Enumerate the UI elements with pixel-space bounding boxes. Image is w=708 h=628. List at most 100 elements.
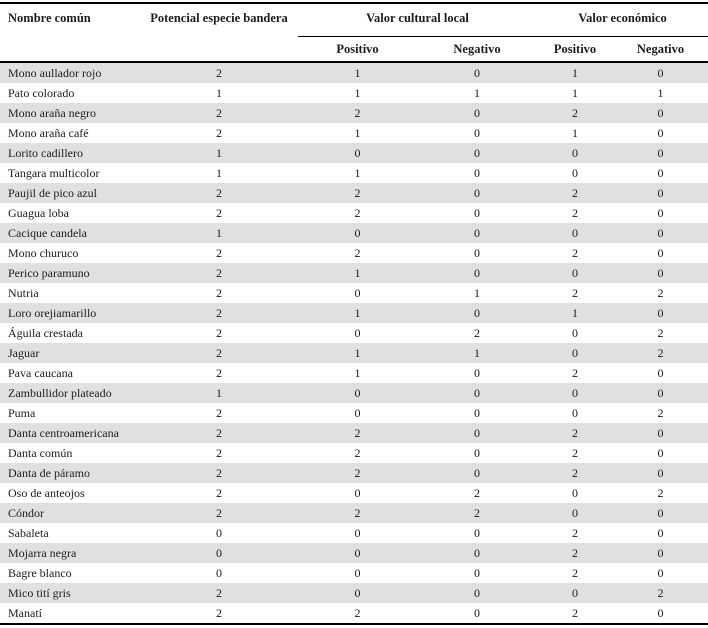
cell-cultural-positive: 0 — [354, 225, 361, 240]
cell-cultural-positive: 0 — [354, 285, 361, 300]
table-row: Cóndor 2 2 2 0 0 — [0, 503, 708, 523]
cell-economic-negative: 0 — [657, 125, 664, 140]
cell-cultural-negative: 0 — [474, 65, 480, 80]
cell-economic-positive: 2 — [572, 365, 578, 380]
cell-common-name: Danta centroamericana — [8, 425, 119, 440]
cell-economic-positive: 0 — [572, 485, 578, 500]
cell-economic-positive: 2 — [572, 465, 578, 480]
cell-common-name: Manatí — [8, 605, 42, 620]
cell-common-name: Danta común — [8, 445, 73, 460]
table-row: Danta común 2 2 0 2 0 — [0, 443, 708, 463]
cell-cultural-negative: 0 — [474, 205, 480, 220]
cell-flagship-potential: 2 — [216, 105, 222, 120]
cell-cultural-negative: 0 — [474, 465, 480, 480]
cell-cultural-positive: 2 — [354, 105, 361, 120]
cell-common-name: Mono churuco — [8, 245, 79, 260]
cell-common-name: Puma — [8, 405, 36, 420]
cell-economic-positive: 0 — [572, 325, 578, 340]
table-body: Mono aullador rojo 2 1 0 1 0 Pato colorado 1 1 1 1… — [0, 62, 708, 624]
cell-common-name: Paujil de pico azul — [8, 185, 97, 200]
cell-cultural-negative: 0 — [474, 105, 480, 120]
cell-economic-positive: 2 — [572, 245, 578, 260]
cell-flagship-potential: 1 — [216, 165, 222, 180]
cell-cultural-positive: 2 — [354, 505, 361, 520]
table-row: Mono araña café 2 1 0 1 0 — [0, 123, 708, 143]
cell-economic-positive: 2 — [572, 545, 578, 560]
cell-economic-negative: 0 — [657, 105, 664, 120]
table-row: Pato colorado 1 1 1 1 1 — [0, 83, 708, 103]
cell-cultural-positive: 1 — [354, 345, 361, 360]
cell-cultural-negative: 0 — [474, 385, 480, 400]
cell-flagship-potential: 2 — [216, 205, 222, 220]
cell-cultural-negative: 0 — [474, 605, 480, 620]
cell-flagship-potential: 0 — [216, 545, 222, 560]
cell-cultural-negative: 0 — [474, 145, 480, 160]
cell-economic-negative: 0 — [657, 65, 664, 80]
cell-cultural-positive: 1 — [354, 65, 361, 80]
cell-cultural-negative: 0 — [474, 185, 480, 200]
cell-cultural-positive: 1 — [354, 165, 361, 180]
cell-cultural-positive: 1 — [354, 265, 361, 280]
cell-common-name: Perico paramuno — [8, 265, 90, 280]
cell-flagship-potential: 0 — [216, 565, 222, 580]
cell-economic-positive: 2 — [572, 425, 578, 440]
table-row: Danta centroamericana 2 2 0 2 0 — [0, 423, 708, 443]
cell-cultural-negative: 1 — [474, 85, 480, 100]
cell-economic-negative: 0 — [657, 545, 664, 560]
cell-common-name: Zambullidor plateado — [8, 385, 112, 400]
cell-flagship-potential: 1 — [216, 225, 222, 240]
table-row: Nutria 2 0 1 2 2 — [0, 283, 708, 303]
cell-cultural-negative: 0 — [474, 565, 480, 580]
cell-cultural-negative: 0 — [474, 265, 480, 280]
cell-economic-negative: 0 — [657, 245, 664, 260]
cell-economic-negative: 0 — [657, 505, 664, 520]
col-header-cultural-positive: Positivo — [298, 36, 417, 63]
cell-economic-negative: 0 — [657, 465, 664, 480]
table-row: Paujil de pico azul 2 2 0 2 0 — [0, 183, 708, 203]
cell-economic-negative: 0 — [657, 145, 664, 160]
cell-economic-negative: 2 — [657, 345, 664, 360]
cell-cultural-negative: 0 — [474, 125, 480, 140]
cell-economic-negative: 2 — [657, 285, 664, 300]
cell-cultural-positive: 1 — [354, 85, 361, 100]
cell-economic-negative: 0 — [657, 445, 664, 460]
cell-economic-negative: 0 — [657, 425, 664, 440]
cell-economic-negative: 0 — [657, 365, 664, 380]
cell-cultural-negative: 0 — [474, 545, 480, 560]
cell-economic-positive: 0 — [572, 405, 578, 420]
header-row-groups: Nombre común Potencial especie bandera V… — [0, 3, 708, 63]
table-row: Mono churuco 2 2 0 2 0 — [0, 243, 708, 263]
cell-common-name: Mono aullador rojo — [8, 65, 102, 80]
cell-cultural-negative: 0 — [474, 585, 480, 600]
cell-cultural-negative: 2 — [474, 485, 480, 500]
table-row: Perico paramuno 2 1 0 0 0 — [0, 263, 708, 283]
cell-economic-negative: 0 — [657, 205, 664, 220]
cell-common-name: Bagre blanco — [8, 565, 72, 580]
cell-economic-negative: 0 — [657, 165, 664, 180]
cell-common-name: Pato colorado — [8, 85, 75, 100]
cell-economic-positive: 0 — [572, 145, 578, 160]
cell-flagship-potential: 2 — [216, 305, 222, 320]
cell-flagship-potential: 0 — [216, 525, 222, 540]
col-header-economic-positive: Positivo — [537, 36, 613, 63]
cell-flagship-potential: 1 — [216, 85, 222, 100]
cell-cultural-negative: 0 — [474, 525, 480, 540]
cell-cultural-positive: 1 — [354, 305, 361, 320]
cell-cultural-positive: 2 — [354, 445, 361, 460]
cell-economic-positive: 2 — [572, 205, 578, 220]
cell-economic-negative: 1 — [657, 85, 664, 100]
cell-economic-negative: 2 — [657, 585, 664, 600]
cell-economic-negative: 0 — [657, 385, 664, 400]
cell-flagship-potential: 2 — [216, 445, 222, 460]
cell-economic-negative: 0 — [657, 525, 664, 540]
cell-flagship-potential: 2 — [216, 285, 222, 300]
cell-flagship-potential: 2 — [216, 125, 222, 140]
header-row-subcolumns: Positivo Negativo Positivo Negativo — [0, 36, 708, 63]
cell-economic-negative: 0 — [657, 605, 664, 620]
cell-cultural-negative: 2 — [474, 325, 480, 340]
cell-common-name: Loro orejiamarillo — [8, 305, 97, 320]
cell-cultural-positive: 0 — [354, 405, 361, 420]
cell-economic-positive: 0 — [572, 385, 578, 400]
table-row: Manatí 2 2 0 2 0 — [0, 603, 708, 624]
cell-cultural-positive: 0 — [354, 565, 361, 580]
